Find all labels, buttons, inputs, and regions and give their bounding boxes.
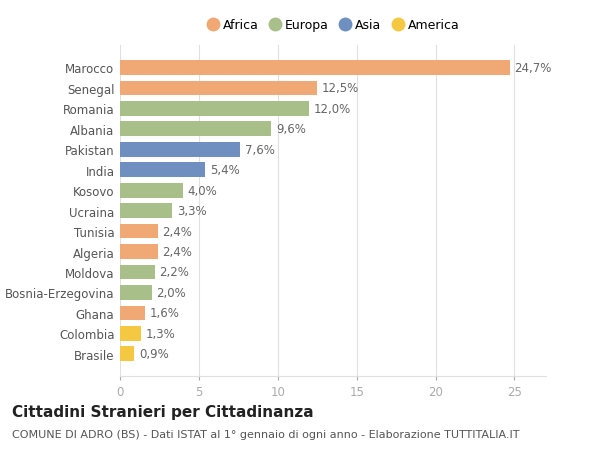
Text: 24,7%: 24,7% <box>514 62 552 75</box>
Bar <box>120 61 510 76</box>
Text: 3,3%: 3,3% <box>177 205 206 218</box>
Bar <box>120 224 158 239</box>
Bar <box>120 326 140 341</box>
Bar <box>120 184 183 198</box>
Text: 2,2%: 2,2% <box>160 266 190 279</box>
Text: 7,6%: 7,6% <box>245 143 275 157</box>
Text: 9,6%: 9,6% <box>276 123 306 136</box>
Text: 1,6%: 1,6% <box>150 307 180 319</box>
Bar <box>120 245 158 259</box>
Bar <box>120 81 317 96</box>
Bar <box>120 285 152 300</box>
Text: 5,4%: 5,4% <box>210 164 239 177</box>
Text: 4,0%: 4,0% <box>188 184 218 197</box>
Bar <box>120 204 172 218</box>
Text: Cittadini Stranieri per Cittadinanza: Cittadini Stranieri per Cittadinanza <box>12 404 314 419</box>
Text: 2,4%: 2,4% <box>163 225 193 238</box>
Text: 0,9%: 0,9% <box>139 347 169 360</box>
Text: 12,0%: 12,0% <box>314 103 352 116</box>
Text: 2,0%: 2,0% <box>156 286 186 299</box>
Text: 1,3%: 1,3% <box>145 327 175 340</box>
Bar <box>120 265 155 280</box>
Bar <box>120 163 205 178</box>
Bar <box>120 306 145 320</box>
Bar <box>120 102 310 117</box>
Bar <box>120 143 240 157</box>
Bar <box>120 122 271 137</box>
Legend: Africa, Europa, Asia, America: Africa, Europa, Asia, America <box>206 19 460 32</box>
Text: COMUNE DI ADRO (BS) - Dati ISTAT al 1° gennaio di ogni anno - Elaborazione TUTTI: COMUNE DI ADRO (BS) - Dati ISTAT al 1° g… <box>12 429 520 439</box>
Text: 2,4%: 2,4% <box>163 246 193 258</box>
Bar <box>120 347 134 361</box>
Text: 12,5%: 12,5% <box>322 82 359 95</box>
